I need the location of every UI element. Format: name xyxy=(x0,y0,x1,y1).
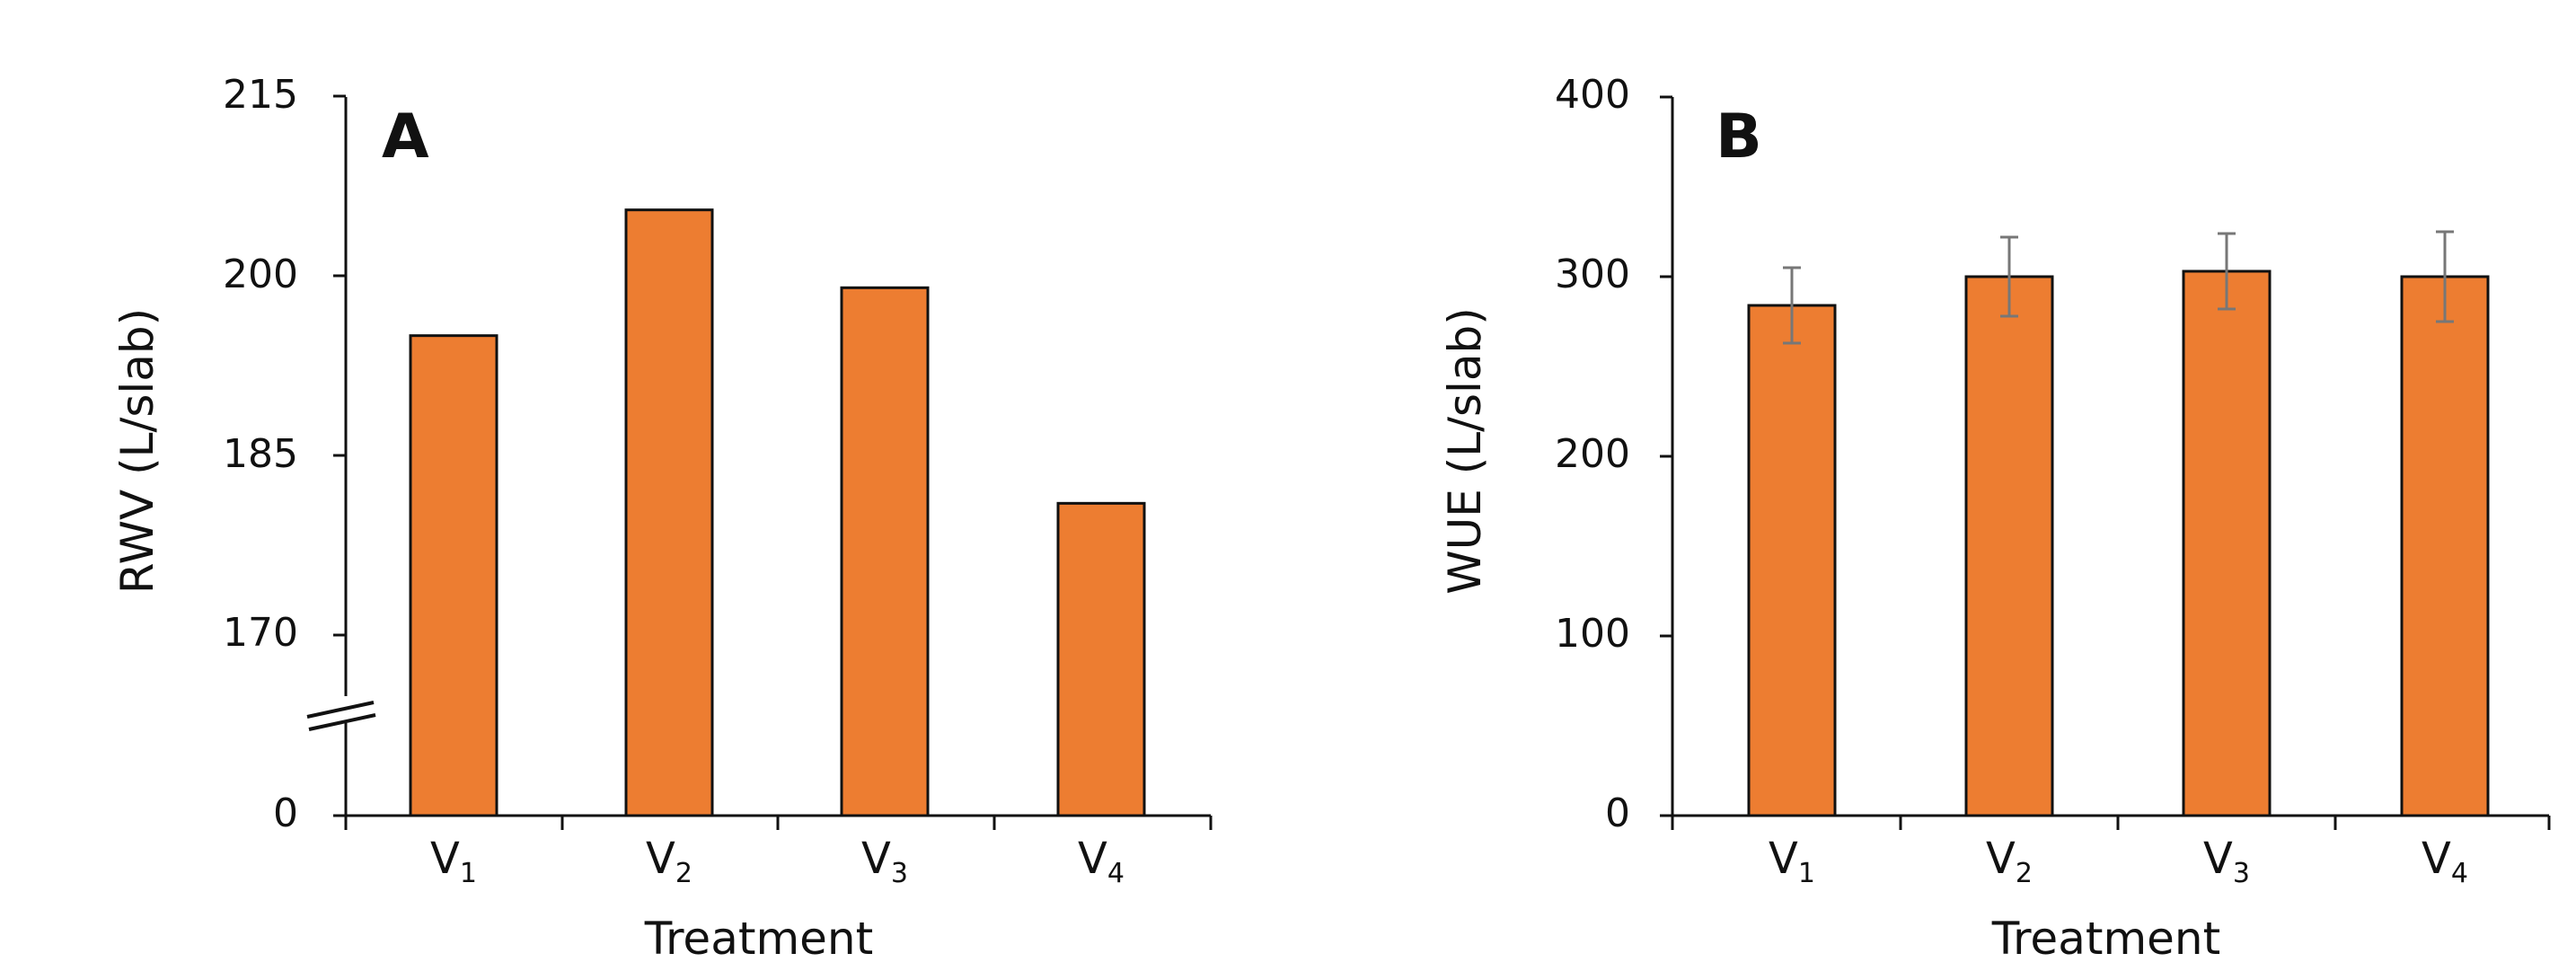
panel-b-bar xyxy=(1747,304,1837,817)
panel-b-x-labels: V1 V2 V3 V4 xyxy=(1769,834,2468,889)
panel-b-ytick-label: 200 xyxy=(1555,431,1630,477)
panel-b-error-bar xyxy=(2000,235,2018,318)
panel-b-error-bar xyxy=(1783,266,1801,345)
panel-b-ytick-label: 400 xyxy=(1555,72,1630,118)
panel-a-bar xyxy=(840,286,930,817)
panel-a-x-axis-label: Treatment xyxy=(644,913,873,965)
panel-a-axis-break-line xyxy=(306,701,375,719)
panel-b-bar xyxy=(2182,269,2272,817)
panel-a-ytick-label: 0 xyxy=(273,790,298,836)
panel-b-xtick-label: V2 xyxy=(1986,834,2033,889)
panel-b-label: B xyxy=(1716,102,1762,172)
panel-a-ytick-label: 185 xyxy=(223,431,298,477)
panel-b-bar xyxy=(2400,275,2490,817)
panel-a-label: A xyxy=(382,102,429,172)
panel-a-xtick-label: V1 xyxy=(430,834,477,889)
panel-b-ytick-label: 300 xyxy=(1555,252,1630,297)
panel-b-y-ticks: 0 100 200 300 400 xyxy=(1555,72,1630,836)
panel-b-xtick-label: V3 xyxy=(2203,834,2250,889)
panel-b: B 0 100 200 300 400 WUE (L/slab) V1 V2 V… xyxy=(1439,72,2468,965)
panel-a-xtick-label: V2 xyxy=(646,834,693,889)
panel-b-y-axis-label: WUE (L/slab) xyxy=(1439,307,1491,595)
panel-a-xtick-label: V4 xyxy=(1078,834,1125,889)
panel-a-axis-break-line xyxy=(308,713,376,731)
panel-a-ytick-label: 215 xyxy=(223,72,298,118)
panel-a-bar xyxy=(409,334,498,817)
panel-b-bar xyxy=(1964,275,2054,817)
panel-a-axis-break xyxy=(306,696,376,731)
panel-b-error-bar xyxy=(2218,232,2236,311)
panel-a-ytick-label: 170 xyxy=(223,610,298,656)
panel-a: A 0 170 185 200 215 RWV (L/slab) V1 V2 V… xyxy=(111,72,1125,965)
panel-b-xtick-label: V1 xyxy=(1769,834,1815,889)
panel-a-y-axis-label: RWV (L/slab) xyxy=(111,308,163,594)
panel-a-plot xyxy=(306,94,1213,830)
panel-a-x-labels: V1 V2 V3 V4 xyxy=(430,834,1125,889)
panel-b-ytick-label: 100 xyxy=(1555,611,1630,657)
panel-a-bar xyxy=(1056,501,1146,817)
panel-b-xtick-label: V4 xyxy=(2422,834,2468,889)
panel-b-plot xyxy=(1660,95,2551,830)
panel-a-xtick-label: V3 xyxy=(861,834,908,889)
panel-a-y-ticks: 0 170 185 200 215 xyxy=(223,72,298,836)
panel-a-ytick-label: 200 xyxy=(223,252,298,297)
panel-b-error-bar xyxy=(2436,230,2454,323)
panel-a-bar xyxy=(624,208,714,817)
panel-b-ytick-label: 0 xyxy=(1605,790,1630,836)
panel-b-x-axis-label: Treatment xyxy=(1991,913,2220,965)
